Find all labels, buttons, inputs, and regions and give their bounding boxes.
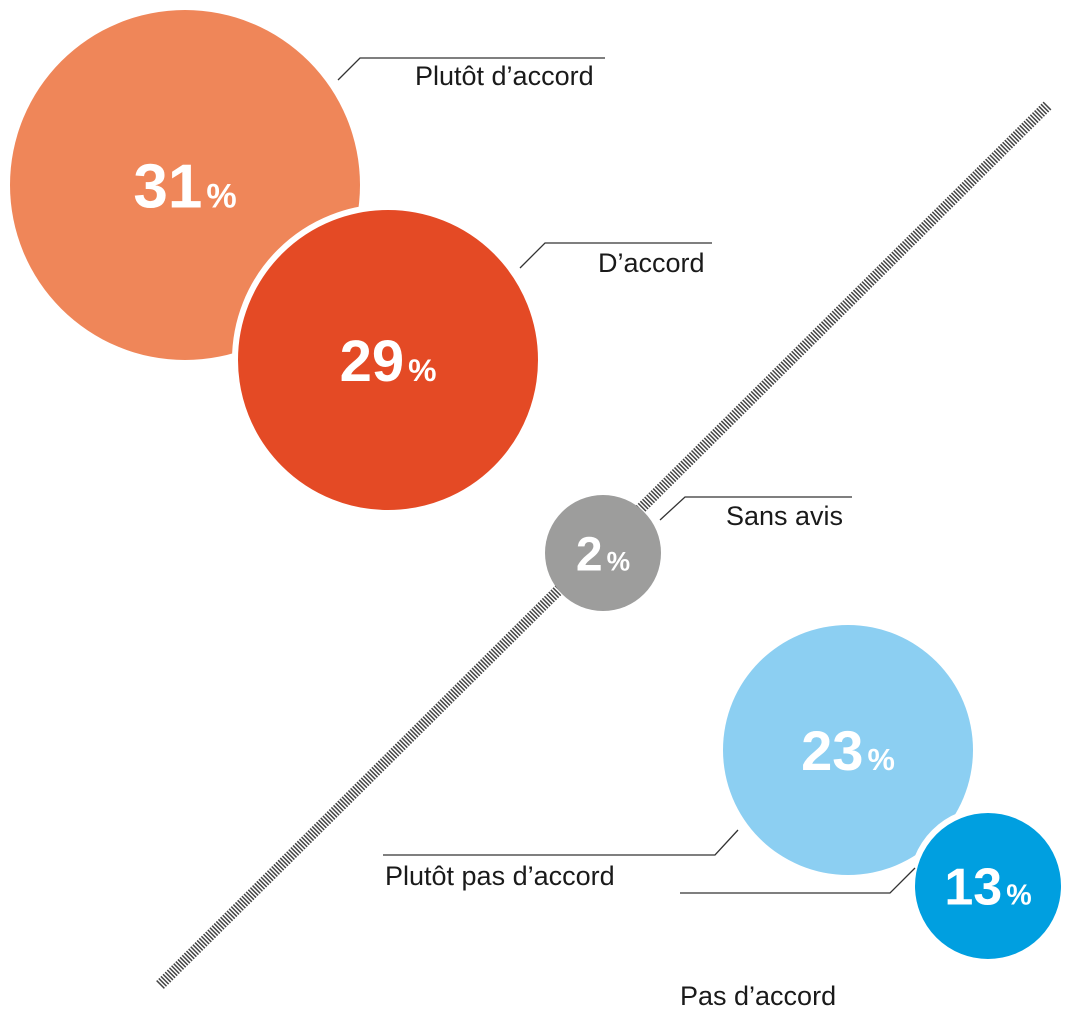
bubble — [723, 625, 973, 875]
bubble — [232, 204, 544, 516]
leader-line — [659, 496, 852, 521]
value-label: 29% — [340, 329, 437, 394]
leader-line — [519, 242, 712, 269]
bubble-group: 13 % Pas d’accord — [680, 807, 1067, 1011]
bubble-group: 2 % Sans avis — [545, 495, 852, 611]
category-label: Pas d’accord — [680, 981, 836, 1011]
value-label: 2% — [576, 528, 630, 581]
value-label: 23% — [801, 719, 895, 782]
bubble — [545, 495, 661, 611]
category-label: D’accord — [598, 248, 705, 278]
category-label: Plutôt pas d’accord — [385, 861, 615, 891]
category-label: Plutôt d’accord — [415, 61, 594, 91]
value-label: 31% — [133, 152, 236, 221]
bubble-group: 29 % D’accord — [232, 204, 712, 516]
bubbles: 31 % Plutôt d’accord 29 % D’accord 2 % Sans avis… — [10, 10, 1067, 1011]
leader-line — [680, 867, 916, 894]
bubble-group: 23 % Plutôt pas d’accord — [383, 625, 973, 891]
leader-line — [337, 57, 605, 81]
value-label: 13% — [944, 859, 1031, 917]
category-label: Sans avis — [726, 501, 843, 531]
leader-line — [383, 829, 739, 856]
bubble — [909, 807, 1067, 965]
